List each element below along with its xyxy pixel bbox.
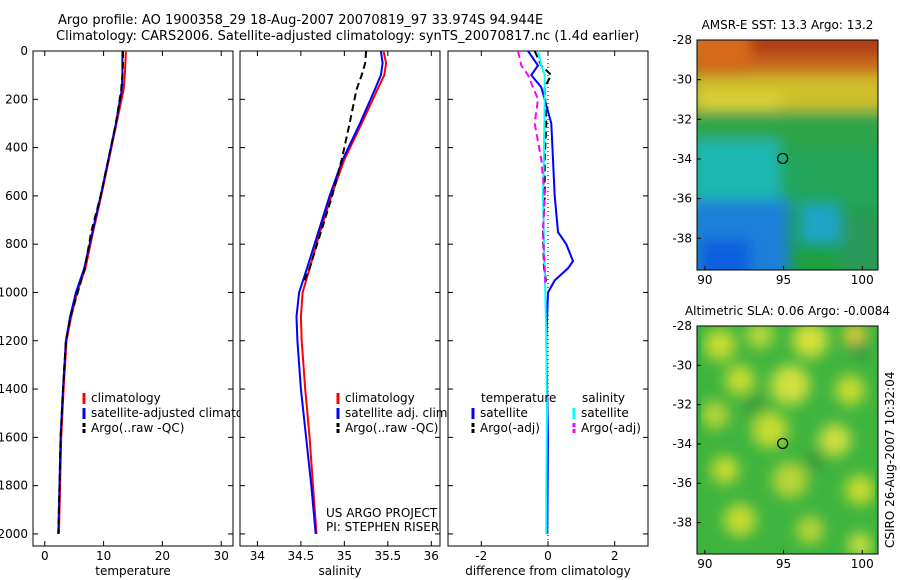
- sla-map-title: Altimetric SLA: 0.06 Argo: -0.0084: [685, 304, 890, 318]
- difference-xtick-label: -2: [475, 549, 487, 563]
- sst-argo-location-marker: [777, 152, 789, 165]
- temperature-xtick-label: 20: [155, 549, 170, 563]
- sst-field: [697, 40, 878, 270]
- depth-tick-label: 1600: [0, 430, 28, 444]
- sla-xtick-label: 95: [776, 557, 791, 571]
- depth-tick-label: 1400: [0, 382, 28, 396]
- depth-tick-label: 1800: [0, 479, 28, 493]
- difference-legend-header-salinity: salinity: [582, 391, 625, 405]
- difference-series-salinity-argo-adj-: [517, 50, 547, 283]
- sla-argo-location-marker: [777, 437, 789, 450]
- difference-legend-header-temperature: temperature: [481, 391, 556, 405]
- temperature-legend-label: satellite-adjusted climatology: [91, 406, 269, 420]
- salinity-xtick-label: 34.5: [288, 549, 315, 563]
- salinity-legend-label: satellite adj. clim.: [345, 406, 451, 420]
- difference-series-temperature-argo-adj-: [533, 50, 553, 283]
- sla-xtick-label: 90: [697, 557, 712, 571]
- temperature-legend-label: Argo(..raw -QC): [91, 421, 184, 435]
- sst-ytick-label: -28: [672, 33, 692, 47]
- temperature-xtick-label: 10: [96, 549, 111, 563]
- temperature-series-argo-raw-qc-: [57, 51, 124, 534]
- temperature-axes-frame: [32, 50, 234, 547]
- sst-ytick-label: -36: [672, 192, 692, 206]
- sla-xtick-label: 100: [851, 557, 874, 571]
- figure-title-line1: Argo profile: AO 1900358_29 18-Aug-2007 …: [58, 13, 544, 28]
- temperature-profile-panel: 0 10 20 30 0 200 400 600 800 1000 1200 1400 1600 1800…: [0, 44, 269, 578]
- sla-ytick-label: -28: [672, 319, 692, 333]
- difference-series-salinity-satellite: [537, 50, 549, 534]
- depth-tick-label: 400: [5, 141, 28, 155]
- sst-map-frame: [696, 39, 879, 271]
- difference-legend-label: satellite: [480, 406, 528, 420]
- difference-axis-label: difference from climatology: [465, 564, 631, 578]
- salinity-xtick-label: 35.5: [374, 549, 401, 563]
- sst-ytick-label: -38: [672, 231, 692, 245]
- figure-title-line2: Climatology: CARS2006. Satellite-adjuste…: [56, 29, 640, 44]
- timestamp-stamp: CSIRO 26-Aug-2007 10:32:04: [883, 372, 897, 548]
- project-annotation-line1: US ARGO PROJECT: [326, 506, 438, 520]
- temperature-xtick-label: 0: [41, 549, 49, 563]
- salinity-xtick-label: 34: [250, 549, 265, 563]
- salinity-series-satellite-adj-clim-: [295, 50, 384, 534]
- depth-tick-label: 1000: [0, 285, 28, 299]
- sla-map-panel: Altimetric SLA: 0.06 Argo: -0.0084 90 95 10…: [672, 304, 890, 571]
- depth-tick-label: 1200: [0, 334, 28, 348]
- sst-map-title: AMSR-E SST: 13.3 Argo: 13.2: [702, 18, 874, 32]
- depth-tick-label: 200: [5, 92, 28, 106]
- difference-xtick-label: 0: [544, 549, 552, 563]
- salinity-legend-label: climatology: [345, 391, 415, 405]
- sst-xtick-label: 100: [851, 273, 874, 287]
- sst-ytick-label: -34: [672, 152, 692, 166]
- difference-series-temperature-satellite: [527, 50, 575, 534]
- salinity-xtick-label: 36: [424, 549, 439, 563]
- sla-ytick-label: -32: [672, 398, 692, 412]
- difference-legend-label: Argo(-adj): [581, 421, 641, 435]
- salinity-series-argo-raw-qc-: [302, 50, 368, 284]
- temperature-axis-label: temperature: [95, 564, 170, 578]
- temperature-xtick-label: 30: [214, 549, 229, 563]
- sla-map-frame: [696, 325, 879, 555]
- depth-tick-label: 0: [20, 44, 28, 58]
- sst-map-panel: AMSR-E SST: 13.3 Argo: 13.2 90 95 100 -28 -30…: [672, 18, 879, 287]
- difference-xtick-label: 2: [611, 549, 619, 563]
- sla-ytick-label: -30: [672, 358, 692, 372]
- depth-tick-label: 600: [5, 189, 28, 203]
- depth-tick-label: 800: [5, 237, 28, 251]
- difference-legend-label: Argo(-adj): [480, 421, 540, 435]
- depth-tick-label: 2000: [0, 527, 28, 541]
- sla-ytick-label: -36: [672, 476, 692, 490]
- sst-xtick-label: 95: [776, 273, 791, 287]
- sla-ytick-label: -38: [672, 516, 692, 530]
- sla-field: [701, 326, 875, 554]
- difference-legend-label: satellite: [581, 406, 629, 420]
- temperature-legend-label: climatology: [91, 391, 161, 405]
- salinity-xtick-label: 35: [337, 549, 352, 563]
- sst-xtick-label: 90: [697, 273, 712, 287]
- sst-ytick-label: -32: [672, 112, 692, 126]
- project-annotation-line2: PI: STEPHEN RISER: [326, 520, 439, 534]
- sst-ytick-label: -30: [672, 73, 692, 87]
- salinity-axis-label: salinity: [318, 564, 361, 578]
- salinity-profile-panel: 34 34.5 35 35.5 36 salinity climatologysatelli…: [239, 50, 451, 578]
- salinity-legend-label: Argo(..raw -QC): [345, 421, 438, 435]
- salinity-axes-frame: [239, 50, 441, 547]
- salinity-series-climatology: [299, 50, 388, 534]
- sla-ytick-label: -34: [672, 437, 692, 451]
